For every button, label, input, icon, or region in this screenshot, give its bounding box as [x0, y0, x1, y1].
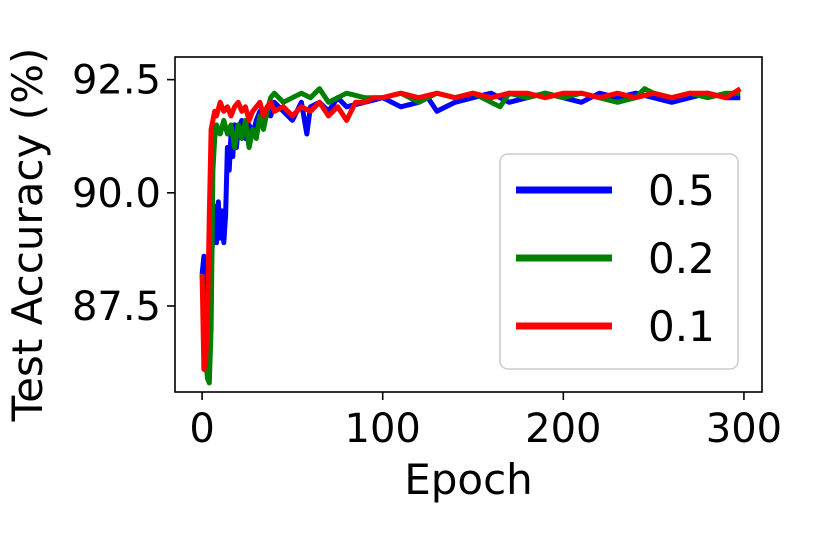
y-tick-label: 92.5: [72, 58, 161, 104]
x-tick-label: 100: [345, 406, 421, 452]
y-axis-label: Test Accuracy (%): [3, 48, 52, 423]
plot-frame: [174, 56, 763, 393]
legend-box: [499, 153, 739, 370]
y-tick-label: 87.5: [72, 284, 161, 330]
legend: 0.5 0.2 0.1: [499, 153, 739, 370]
x-axis: 0 100 200 300: [189, 392, 782, 452]
legend-label-0.2: 0.2: [648, 234, 715, 283]
x-axis-label: Epoch: [404, 455, 533, 504]
legend-label-0.1: 0.1: [648, 302, 715, 351]
x-tick-label: 0: [189, 406, 214, 452]
y-tick-label: 90.0: [72, 171, 161, 217]
plot-lines: [199, 86, 742, 386]
series-line-0.1: [199, 86, 742, 372]
x-tick-label: 200: [525, 406, 601, 452]
y-axis: 87.5 90.0 92.5: [72, 58, 175, 330]
x-tick-label: 300: [706, 406, 782, 452]
legend-label-0.5: 0.5: [648, 166, 715, 215]
